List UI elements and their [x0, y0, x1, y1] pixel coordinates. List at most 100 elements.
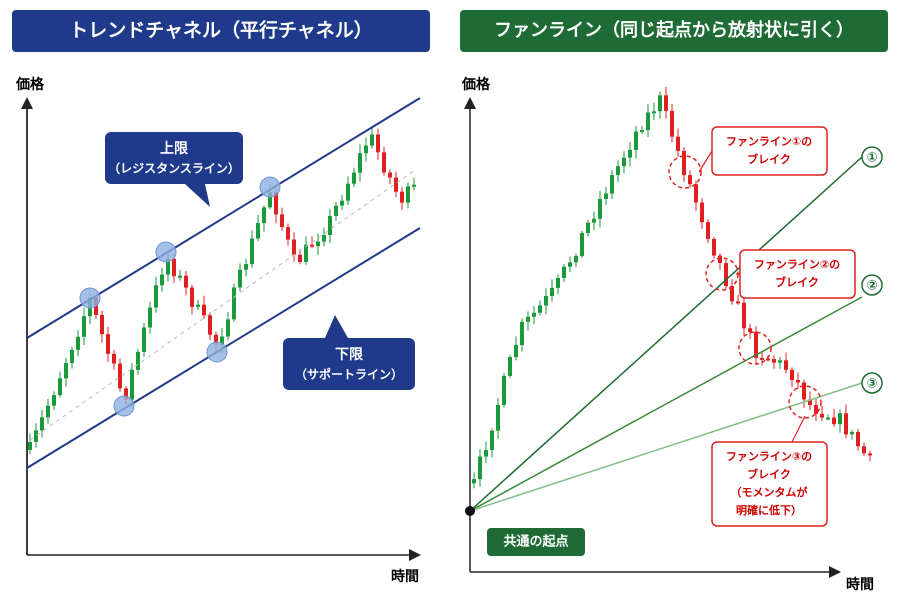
callout-text: （サポートライン） [295, 367, 403, 382]
candle [238, 269, 242, 288]
callout-text: ファンライン①の [726, 135, 812, 148]
candle [40, 417, 44, 431]
callout-box [739, 249, 856, 299]
candle [352, 172, 356, 184]
candle [250, 238, 254, 265]
candle [118, 363, 122, 389]
candle [778, 360, 782, 363]
candle [694, 184, 698, 203]
fan-marker [861, 146, 883, 168]
candle [580, 233, 584, 256]
candle [544, 295, 548, 306]
candle [724, 263, 728, 287]
candle [142, 327, 146, 352]
candle [82, 316, 86, 337]
callout-pointer [698, 150, 713, 173]
callout-text: （モメンタムが [731, 485, 808, 499]
candle [310, 244, 314, 247]
candle [286, 227, 290, 240]
candle [784, 360, 788, 370]
candle [304, 244, 308, 262]
candle [640, 130, 644, 133]
candle [232, 287, 236, 320]
candle [808, 399, 812, 406]
candle [772, 358, 776, 363]
candle [610, 175, 614, 194]
fan-marker-label: ② [866, 279, 877, 294]
candle [178, 275, 182, 278]
callout-pointer [791, 415, 806, 443]
candle [862, 446, 866, 454]
midline [29, 169, 416, 441]
candle [394, 177, 398, 192]
candle [514, 345, 518, 358]
candle [628, 149, 632, 158]
candle [856, 432, 860, 447]
candle [256, 223, 260, 239]
origin-label: 共通の起点 [503, 534, 568, 550]
candle [706, 222, 710, 239]
candle [364, 145, 368, 154]
fan-marker [861, 372, 883, 394]
candle [568, 262, 572, 267]
candle [298, 254, 302, 262]
candle [244, 264, 248, 270]
callout-box [711, 126, 828, 176]
candle [670, 110, 674, 137]
candle [280, 214, 284, 228]
candle [496, 404, 500, 431]
candle [106, 334, 110, 354]
candle [664, 95, 668, 111]
axes [21, 97, 841, 578]
candle [64, 362, 68, 379]
candle [388, 172, 392, 178]
x-label: 時間 [391, 568, 419, 585]
y-label: 価格 [15, 76, 45, 93]
candle [538, 305, 542, 313]
candle [76, 336, 80, 350]
candle [334, 205, 338, 216]
candle [790, 369, 794, 380]
callout-text: ブレイク [775, 275, 819, 289]
origin-point [465, 506, 475, 516]
candle [196, 304, 200, 307]
candle [748, 328, 752, 332]
candle [208, 315, 212, 335]
fan-marker-label: ③ [866, 377, 877, 392]
candle [130, 369, 134, 400]
candle [340, 200, 344, 206]
candle [562, 266, 566, 278]
title: トレンドチャネル（平行チャネル） [69, 19, 373, 42]
candle [652, 111, 656, 114]
candle [736, 301, 740, 304]
candle [592, 218, 596, 223]
candle [370, 134, 374, 146]
candle [58, 378, 62, 396]
candle [826, 417, 830, 420]
fan-lines [469, 156, 863, 512]
candle [532, 312, 536, 317]
candle [718, 255, 722, 264]
candle [160, 274, 164, 286]
candle [832, 417, 836, 425]
candle [28, 442, 32, 450]
callout-text: （レジスタンスライン） [108, 161, 240, 176]
title-bar [12, 10, 430, 52]
candle [742, 302, 746, 329]
callout-text: ファンライン③の [726, 450, 812, 463]
candle [358, 153, 362, 173]
candle [598, 198, 602, 219]
title: ファンライン（同じ起点から放射状に引く） [494, 19, 854, 41]
candle [868, 453, 872, 456]
candle [322, 234, 326, 242]
candle [802, 382, 806, 400]
touch-points [79, 176, 281, 417]
title-bar [460, 10, 888, 52]
candle [400, 191, 404, 203]
candle [604, 193, 608, 199]
candle [520, 321, 524, 346]
candle [574, 255, 578, 263]
candle [712, 238, 716, 256]
candle [766, 358, 770, 361]
